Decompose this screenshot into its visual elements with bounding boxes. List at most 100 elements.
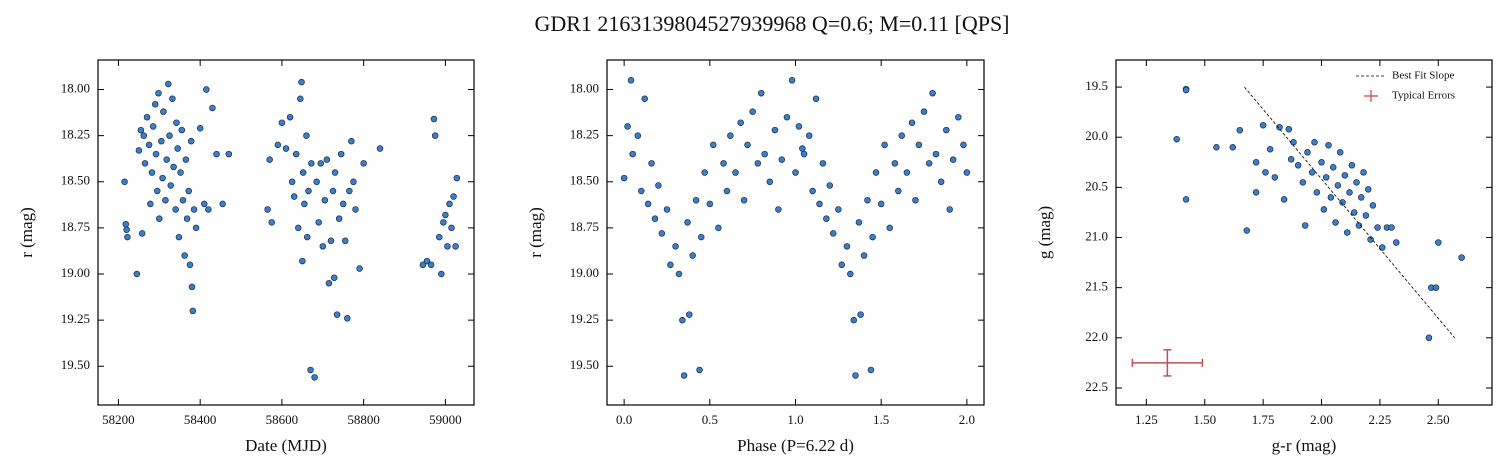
data-point xyxy=(847,270,854,278)
data-point xyxy=(1327,194,1335,201)
data-point xyxy=(299,169,307,176)
data-point xyxy=(299,257,306,265)
data-point xyxy=(290,193,298,200)
data-point xyxy=(344,315,351,322)
data-point xyxy=(732,169,739,176)
data-point xyxy=(323,156,331,163)
data-point xyxy=(1355,222,1363,229)
data-point xyxy=(963,169,971,176)
data-point xyxy=(638,187,645,195)
data-point xyxy=(799,145,806,152)
data-point xyxy=(903,169,911,176)
best-fit-line xyxy=(1244,86,1455,339)
data-point xyxy=(141,160,149,167)
data-point xyxy=(189,307,197,315)
data-point xyxy=(651,215,659,222)
y-tick-label: 19.25 xyxy=(61,311,90,326)
data-point xyxy=(912,196,919,204)
data-point xyxy=(1339,199,1346,206)
data-point xyxy=(360,160,367,167)
data-point xyxy=(155,89,162,97)
data-point xyxy=(317,160,324,167)
data-point xyxy=(925,160,933,167)
data-point xyxy=(932,150,940,158)
data-point xyxy=(1357,194,1365,201)
data-point xyxy=(327,237,335,245)
data-point xyxy=(788,77,796,84)
data-point xyxy=(352,206,359,213)
data-point xyxy=(1458,254,1465,261)
x-axis-label: g-r (mag) xyxy=(1272,436,1337,455)
data-point xyxy=(121,178,128,186)
data-point xyxy=(696,366,703,374)
data-point xyxy=(301,200,308,208)
data-point xyxy=(960,141,967,149)
data-point xyxy=(749,108,756,115)
data-point xyxy=(720,160,727,167)
data-point xyxy=(1182,196,1190,203)
data-point xyxy=(1353,179,1360,186)
data-point xyxy=(775,206,782,213)
y-tick-label: 19.5 xyxy=(1085,78,1108,93)
data-point xyxy=(444,243,451,250)
data-point xyxy=(1364,186,1372,193)
data-point xyxy=(303,132,310,139)
data-point xyxy=(156,215,163,222)
data-point xyxy=(160,108,167,115)
x-tick-label: 2.00 xyxy=(1310,412,1333,427)
y-tick-label: 19.00 xyxy=(61,265,90,280)
data-point xyxy=(955,113,962,121)
y-tick-label: 18.00 xyxy=(570,81,599,96)
data-point xyxy=(1425,334,1433,342)
data-point xyxy=(1369,202,1377,209)
x-tick-label: 1.75 xyxy=(1252,412,1275,427)
data-point xyxy=(689,252,696,259)
data-point xyxy=(133,270,141,278)
data-point xyxy=(843,243,851,250)
data-point xyxy=(1350,209,1358,216)
data-point xyxy=(452,243,459,250)
y-tick-label: 18.25 xyxy=(570,127,599,142)
data-point xyxy=(1287,156,1295,163)
data-point xyxy=(1325,141,1332,149)
data-point xyxy=(886,224,893,232)
data-point xyxy=(453,174,461,182)
data-point xyxy=(857,311,864,318)
data-point xyxy=(663,206,671,213)
data-point xyxy=(376,145,384,152)
x-tick-label: 58800 xyxy=(347,412,380,427)
data-point xyxy=(800,150,808,158)
data-point xyxy=(122,220,130,228)
data-point xyxy=(644,200,652,208)
data-point xyxy=(319,243,327,250)
data-point xyxy=(1313,189,1321,196)
data-point xyxy=(350,178,357,186)
data-point xyxy=(686,311,693,318)
data-point xyxy=(179,196,187,204)
data-point xyxy=(1329,164,1337,171)
data-point xyxy=(145,141,153,149)
data-point xyxy=(1304,149,1311,156)
data-point xyxy=(307,366,314,374)
data-point xyxy=(158,137,165,145)
data-point xyxy=(423,257,431,265)
data-point xyxy=(440,219,447,226)
data-point xyxy=(1276,123,1283,131)
data-point xyxy=(442,211,449,219)
data-point xyxy=(162,196,169,204)
data-point xyxy=(778,156,786,163)
data-point xyxy=(315,219,322,226)
data-point xyxy=(321,196,329,204)
y-axis-label: r (mag) xyxy=(526,207,545,258)
data-point xyxy=(166,132,173,139)
data-point xyxy=(1388,224,1395,231)
data-point xyxy=(1432,284,1440,291)
data-point xyxy=(333,311,341,318)
data-point xyxy=(620,174,628,182)
x-tick-label: 59000 xyxy=(429,412,462,427)
data-point xyxy=(860,252,868,259)
data-point xyxy=(754,160,762,167)
data-point xyxy=(430,115,438,123)
y-tick-label: 18.50 xyxy=(61,173,90,188)
data-point xyxy=(823,215,830,222)
